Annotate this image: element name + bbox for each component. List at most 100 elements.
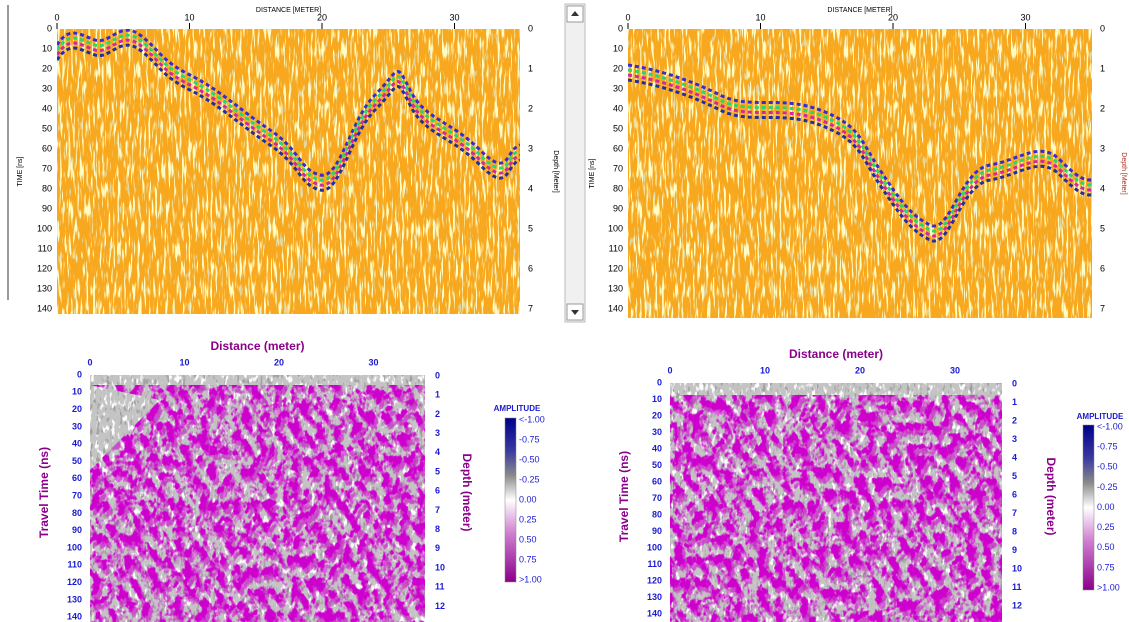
colorbar bbox=[504, 417, 517, 583]
x-tick-label: 10 bbox=[760, 365, 770, 375]
y-tick-label: 20 bbox=[42, 63, 52, 73]
y-tick-label: 40 bbox=[42, 103, 52, 113]
radargram bbox=[90, 375, 425, 622]
y-tick-label: 30 bbox=[652, 427, 662, 437]
y-tick-label: 0 bbox=[47, 23, 52, 33]
y2-tick-label: 4 bbox=[1012, 452, 1017, 462]
y-tick-label: 40 bbox=[72, 439, 82, 449]
y-tick-label: 20 bbox=[652, 410, 662, 420]
y2-tick-label: 7 bbox=[528, 303, 533, 313]
y-axis-title: Travel Time (ns) bbox=[37, 447, 51, 538]
reflector bbox=[628, 78, 1092, 243]
y-tick-label: 100 bbox=[37, 223, 52, 233]
y2-tick-label: 7 bbox=[435, 505, 440, 515]
y-tick-label: 20 bbox=[72, 404, 82, 414]
y2-tick-label: 5 bbox=[1012, 471, 1017, 481]
y2-tick-label: 3 bbox=[1100, 143, 1105, 153]
y-tick-label: 70 bbox=[72, 490, 82, 500]
y2-tick-label: 11 bbox=[435, 582, 445, 592]
y-tick-label: 90 bbox=[652, 526, 662, 536]
x-tick-label: 0 bbox=[625, 12, 630, 22]
x-tick-label: 30 bbox=[950, 365, 960, 375]
y2-tick-label: 1 bbox=[435, 390, 440, 400]
y-tick-label: 20 bbox=[613, 63, 623, 73]
y-tick-label: 90 bbox=[72, 525, 82, 535]
y2-tick-label: 5 bbox=[528, 223, 533, 233]
y2-tick-label: 7 bbox=[1012, 508, 1017, 518]
x-axis-title: DISTANCE [METER] bbox=[256, 7, 321, 14]
colorbar-label: 0.75 bbox=[1097, 562, 1115, 572]
colorbar-label: 0.50 bbox=[519, 534, 537, 544]
y-tick-label: 30 bbox=[613, 83, 623, 93]
y-tick-label: 130 bbox=[67, 594, 82, 604]
y2-tick-label: 4 bbox=[435, 447, 440, 457]
y2-tick-label: 5 bbox=[435, 466, 440, 476]
y2-tick-label: 9 bbox=[435, 543, 440, 553]
y-tick-label: 40 bbox=[652, 443, 662, 453]
y-tick-label: 70 bbox=[613, 163, 623, 173]
y2-tick-label: 0 bbox=[1100, 23, 1105, 33]
texture bbox=[670, 395, 1002, 622]
y-tick-label: 130 bbox=[647, 592, 662, 602]
colorbar-label: <-1.00 bbox=[519, 414, 545, 424]
y2-tick-label: 2 bbox=[1100, 103, 1105, 113]
colorbar-title: AMPLITUDE bbox=[1077, 412, 1124, 421]
y2-tick-label: 2 bbox=[1012, 415, 1017, 425]
y-tick-label: 130 bbox=[608, 283, 623, 293]
y-tick-label: 120 bbox=[67, 577, 82, 587]
y-tick-label: 110 bbox=[609, 243, 623, 253]
colorbar-label: -0.50 bbox=[519, 454, 540, 464]
y-tick-label: 0 bbox=[618, 23, 623, 33]
y-axis-title: Travel Time (ns) bbox=[617, 451, 631, 542]
colorbar-label: 0.25 bbox=[519, 514, 537, 524]
y2-tick-label: 11 bbox=[1012, 582, 1022, 592]
y2-tick-label: 8 bbox=[435, 524, 440, 534]
x-axis-title: Distance (meter) bbox=[210, 339, 304, 353]
y-axis-title: TIME [ns] bbox=[17, 156, 24, 186]
y-tick-label: 100 bbox=[647, 542, 662, 552]
x-tick-label: 20 bbox=[888, 12, 898, 22]
y2-tick-label: 12 bbox=[435, 601, 445, 611]
x-axis-title: DISTANCE [METER] bbox=[827, 7, 892, 14]
y-tick-label: 90 bbox=[42, 203, 52, 213]
y2-tick-label: 6 bbox=[1012, 489, 1017, 499]
radargram bbox=[57, 29, 520, 314]
y-tick-label: 80 bbox=[72, 508, 82, 518]
y-tick-label: 60 bbox=[72, 473, 82, 483]
radargram bbox=[670, 383, 1002, 622]
reflector bbox=[57, 38, 520, 187]
y-tick-label: 60 bbox=[652, 476, 662, 486]
radargram bbox=[628, 29, 1092, 318]
y-tick-label: 50 bbox=[42, 123, 52, 133]
y-tick-label: 10 bbox=[42, 43, 52, 53]
colorbar-label: <-1.00 bbox=[1097, 421, 1123, 431]
y-tick-label: 70 bbox=[652, 493, 662, 503]
y2-tick-label: 4 bbox=[528, 183, 533, 193]
y2-axis-title: Depth [Meter] bbox=[1120, 152, 1127, 194]
x-tick-label: 0 bbox=[54, 12, 59, 22]
y2-tick-label: 1 bbox=[1012, 397, 1017, 407]
scrollbar[interactable] bbox=[564, 3, 586, 323]
reflector bbox=[628, 73, 1092, 238]
y2-tick-label: 7 bbox=[1100, 303, 1105, 313]
y-tick-label: 0 bbox=[77, 369, 82, 379]
x-axis-title: Distance (meter) bbox=[789, 347, 883, 361]
y-tick-label: 80 bbox=[42, 183, 52, 193]
y-tick-label: 70 bbox=[42, 163, 52, 173]
y-tick-label: 10 bbox=[652, 394, 662, 404]
y-tick-label: 30 bbox=[42, 83, 52, 93]
texture bbox=[93, 385, 425, 622]
x-tick-label: 10 bbox=[755, 12, 765, 22]
x-tick-label: 0 bbox=[667, 365, 672, 375]
y2-tick-label: 4 bbox=[1100, 183, 1105, 193]
y-tick-label: 0 bbox=[657, 377, 662, 387]
colorbar-label: -0.75 bbox=[1097, 442, 1118, 452]
y-tick-label: 110 bbox=[38, 243, 52, 253]
x-tick-label: 30 bbox=[449, 12, 459, 22]
y-tick-label: 60 bbox=[42, 143, 52, 153]
x-tick-label: 10 bbox=[184, 12, 194, 22]
y-axis-title: TIME [ns] bbox=[589, 158, 596, 188]
y-tick-label: 110 bbox=[67, 560, 82, 570]
y2-tick-label: 0 bbox=[528, 23, 533, 33]
y-tick-label: 140 bbox=[647, 608, 662, 618]
